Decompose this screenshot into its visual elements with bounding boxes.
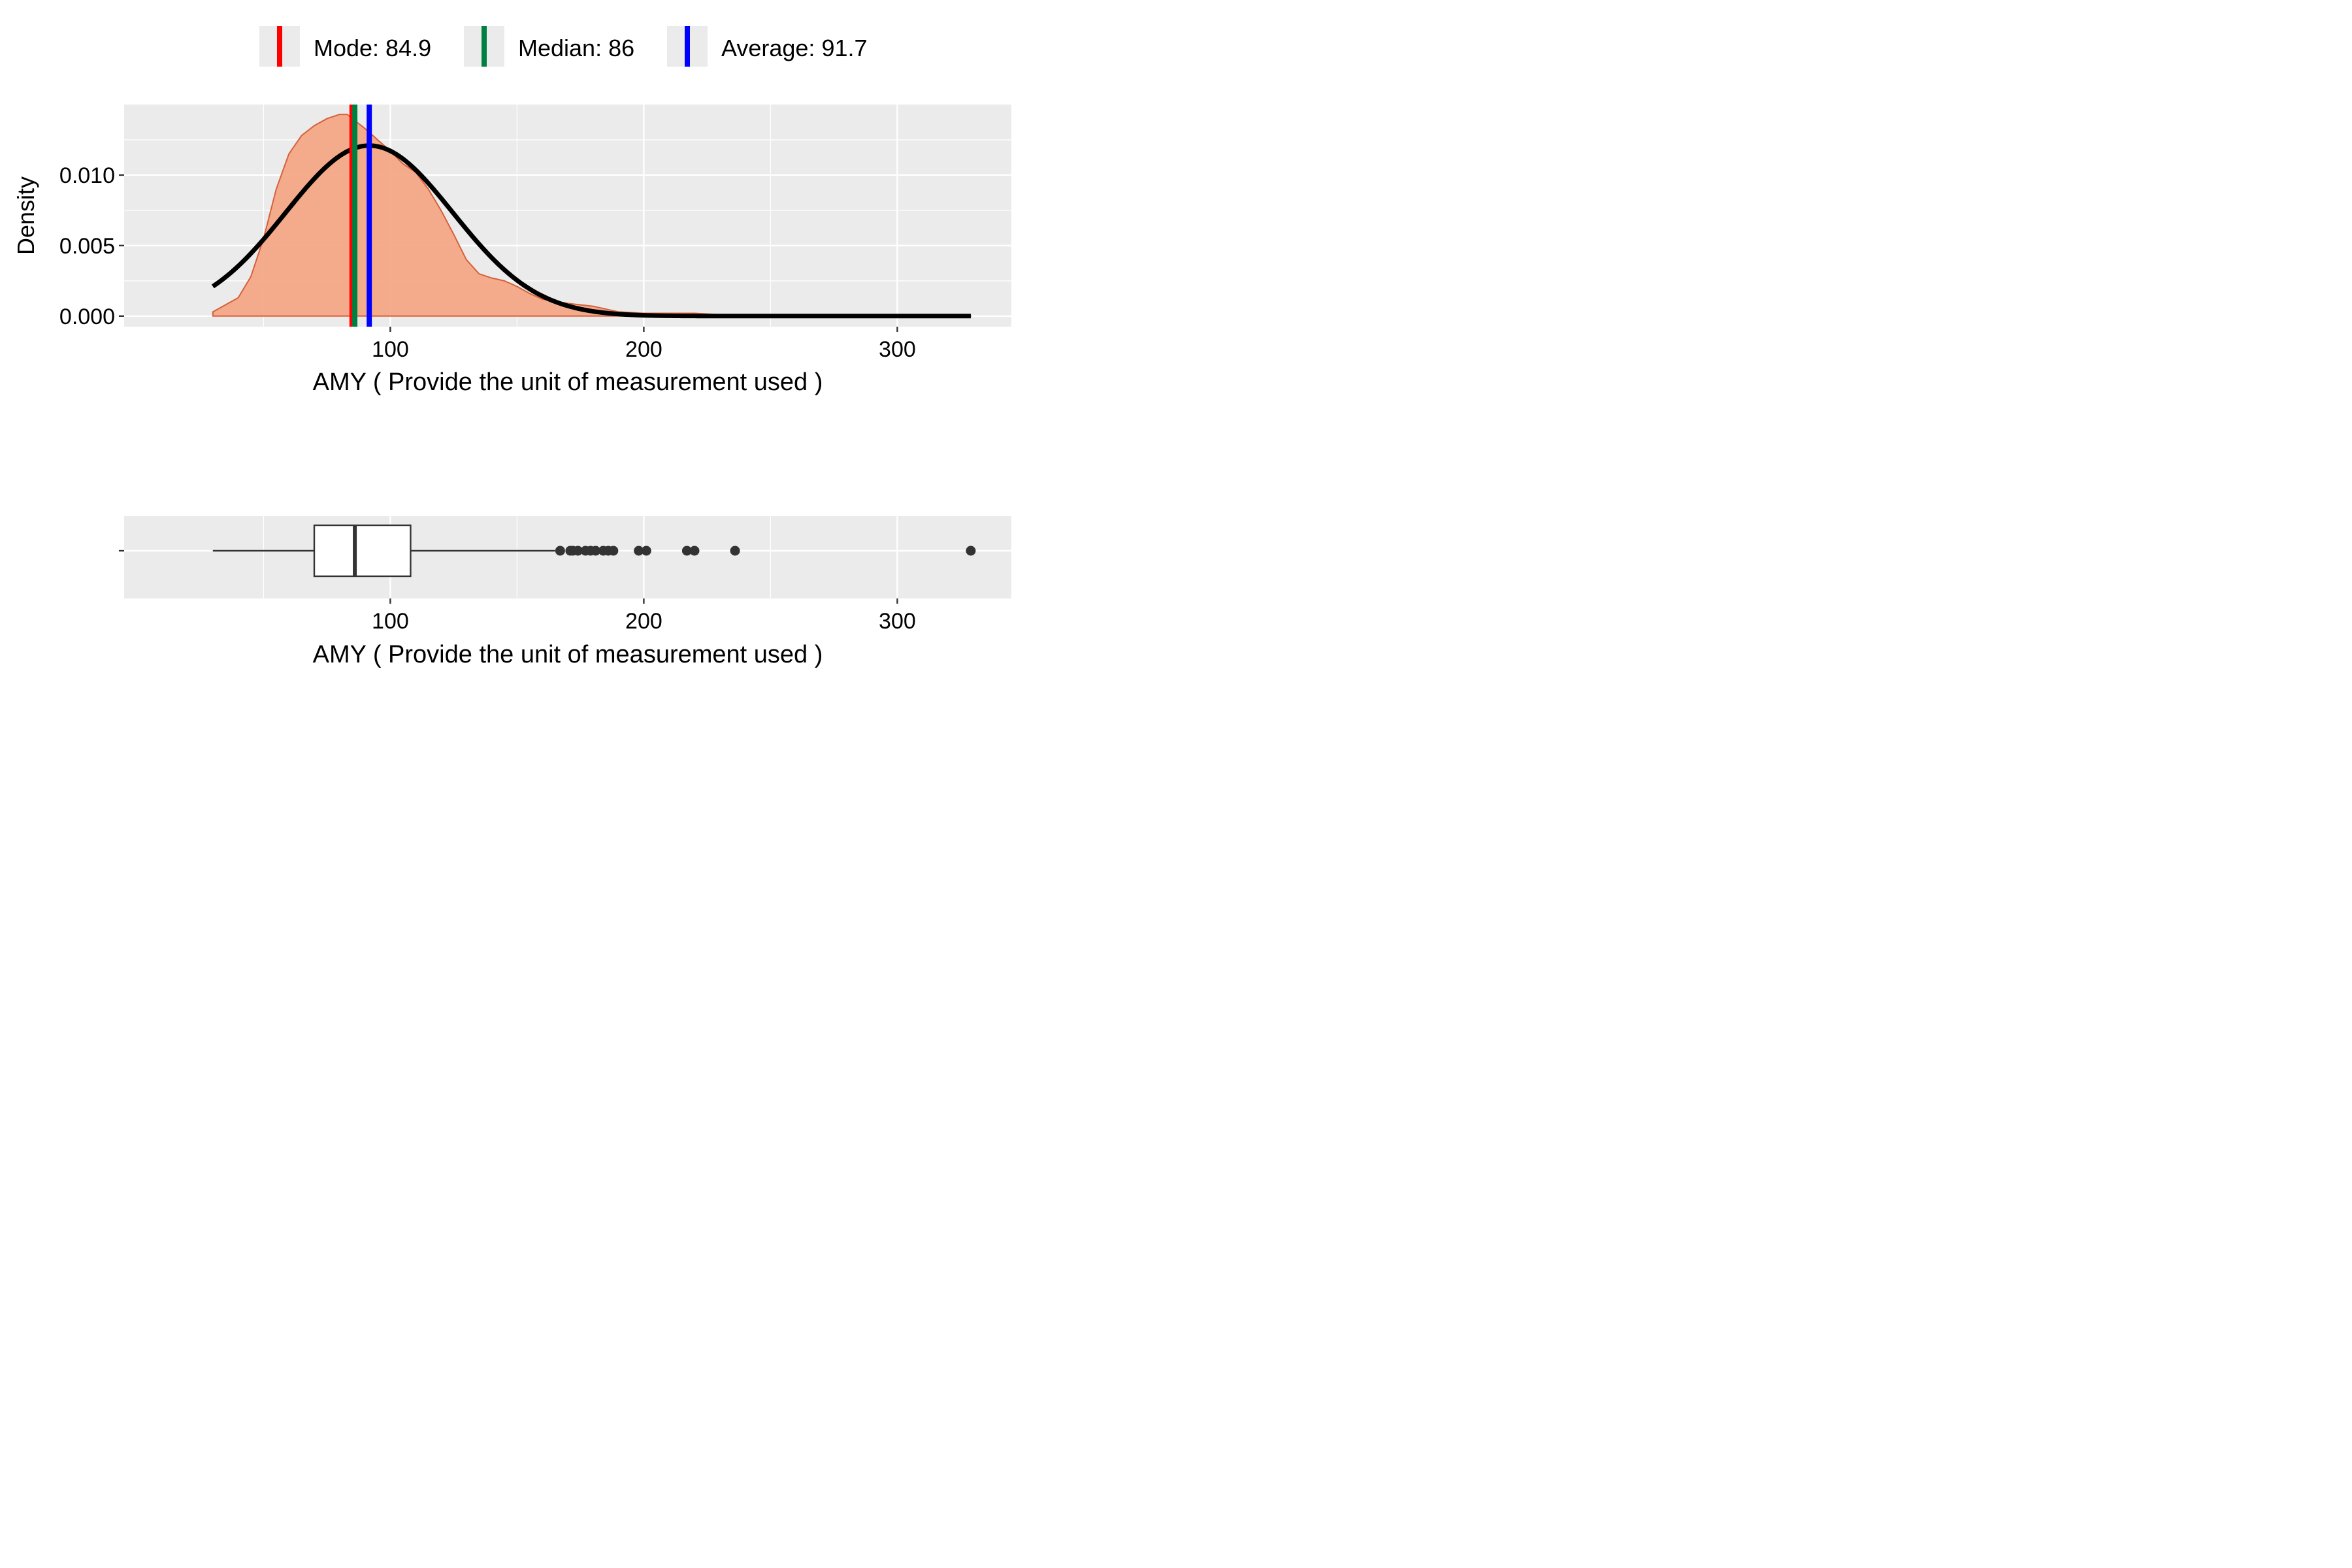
boxplot-x-tick-label: 200 bbox=[625, 609, 662, 634]
boxplot-x-tick-label: 100 bbox=[372, 609, 409, 634]
boxplot-outlier-point bbox=[681, 546, 692, 556]
boxplot-panel: 100 200 300 AMY ( Provide the unit of meas… bbox=[119, 516, 1025, 668]
boxplot-shape bbox=[212, 524, 555, 578]
legend-item-mode: Mode: 84.9 bbox=[259, 26, 431, 67]
boxplot-box bbox=[313, 524, 412, 578]
legend-label-mode: Mode: 84.9 bbox=[314, 35, 431, 61]
density-y-axis-title: Density bbox=[12, 176, 39, 255]
boxplot-outlier-point bbox=[730, 546, 740, 556]
density-x-tick-label: 300 bbox=[879, 337, 916, 362]
boxplot-x-tick-label: 300 bbox=[879, 609, 916, 634]
chart-svg: Mode: 84.9 Median: 86 Average: 91.7 0.00… bbox=[12, 26, 1025, 668]
legend-label-median: Median: 86 bbox=[518, 35, 634, 61]
legend-swatch-mode bbox=[277, 26, 282, 67]
legend: Mode: 84.9 Median: 86 Average: 91.7 bbox=[259, 26, 868, 67]
legend-label-average: Average: 91.7 bbox=[721, 35, 868, 61]
chart-figure: Mode: 84.9 Median: 86 Average: 91.7 0.00… bbox=[0, 0, 1025, 679]
boxplot-outlier-point bbox=[634, 546, 644, 556]
boxplot-x-axis-title: AMY ( Provide the unit of measurement us… bbox=[313, 641, 823, 668]
density-x-tick-label: 200 bbox=[625, 337, 662, 362]
boxplot-plot-background bbox=[124, 516, 1011, 598]
boxplot-outlier-point bbox=[591, 546, 601, 556]
boxplot-outlier-point bbox=[966, 546, 976, 556]
kernel-density-area bbox=[212, 114, 971, 317]
boxplot-outlier-point bbox=[608, 546, 619, 556]
density-panel: 0.000 0.005 0.010 100 200 300 Density AMY ( … bbox=[12, 105, 1025, 396]
legend-item-average: Average: 91.7 bbox=[667, 26, 868, 67]
boxplot-x-axis: 100 200 300 bbox=[372, 598, 916, 634]
density-x-axis: 100 200 300 bbox=[372, 327, 916, 362]
boxplot-outlier-point bbox=[689, 546, 700, 556]
density-y-tick-label: 0.010 bbox=[59, 163, 115, 188]
density-y-axis: 0.000 0.005 0.010 bbox=[59, 163, 124, 329]
boxplot-outliers bbox=[555, 546, 976, 556]
legend-swatch-median bbox=[482, 26, 487, 67]
statistic-lines bbox=[349, 105, 372, 327]
density-x-axis-title: AMY ( Provide the unit of measurement us… bbox=[313, 368, 823, 396]
density-y-tick-label: 0.005 bbox=[59, 234, 115, 259]
normal-curve-line bbox=[211, 143, 971, 319]
legend-item-median: Median: 86 bbox=[464, 26, 634, 67]
boxplot-outlier-point bbox=[641, 546, 651, 556]
density-y-tick-label: 0.000 bbox=[59, 304, 115, 329]
boxplot-outlier-point bbox=[555, 546, 565, 556]
legend-swatch-average bbox=[685, 26, 690, 67]
density-x-tick-label: 100 bbox=[372, 337, 409, 362]
boxplot-outlier-point bbox=[573, 546, 583, 556]
